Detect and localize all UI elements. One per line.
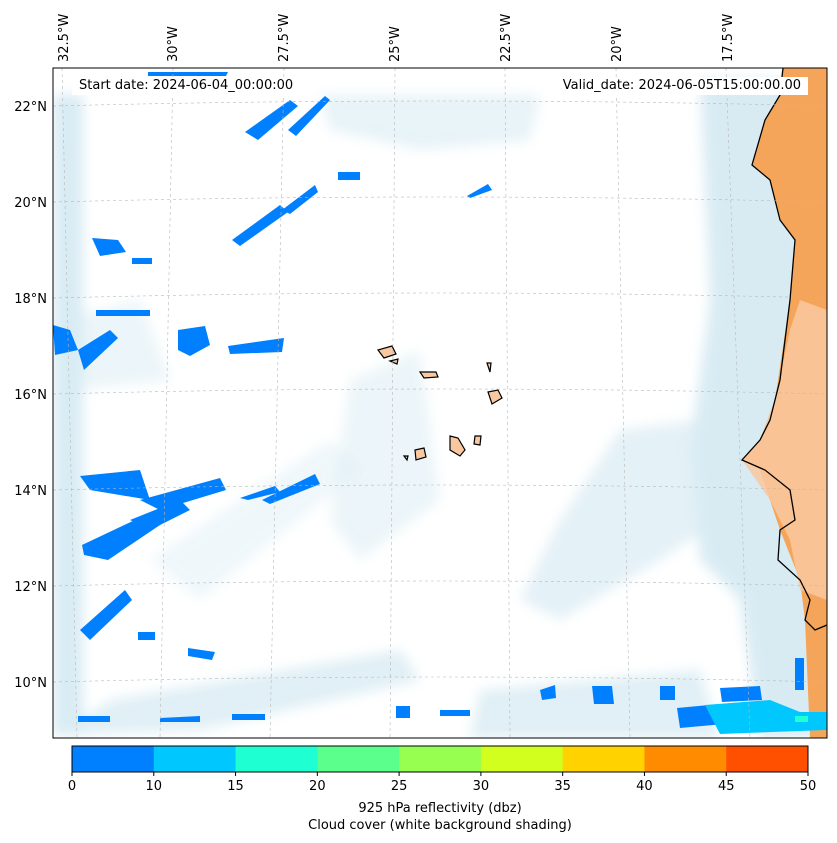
cape-verde-islands [376,345,503,462]
longitude-labels: 32.5°W 30°W 27.5°W 25°W 22.5°W 20°W 17.5… [57,14,736,62]
colorbar-ticks: 0 10 15 20 25 30 35 40 45 50 [68,772,816,794]
colorbar-sublabel: Cloud cover (white background shading) [308,818,572,833]
colorbar-swatch [235,746,318,772]
lon-tick-label: 20°W [610,26,625,62]
colorbar-swatch [153,746,237,772]
colorbar-swatch [644,746,727,772]
colorbar-swatch [72,746,155,772]
lon-tick-label: 22.5°W [499,14,514,62]
lon-tick-label: 27.5°W [277,14,292,62]
gridlines [53,68,827,738]
colorbar-swatch [399,746,482,772]
colorbar-tick-label: 25 [391,779,408,794]
colorbar-swatches [72,746,809,772]
colorbar-tick-label: 20 [309,779,326,794]
colorbar-tick-label: 15 [227,779,244,794]
lat-tick-label: 10°N [14,676,47,691]
lon-tick-label: 17.5°W [721,14,736,62]
colorbar: 0 10 15 20 25 30 35 40 45 50 [68,745,816,794]
reflectivity-patches [53,72,804,728]
colorbar-swatch [317,746,400,772]
colorbar-tick-label: 10 [146,779,163,794]
colorbar-tick-label: 0 [68,779,76,794]
lat-tick-label: 12°N [14,580,47,595]
lon-tick-label: 30°W [166,26,181,62]
start-date-label: Start date: 2024-06-04_00:00:00 [72,77,301,95]
valid-date-label: Valid_date: 2024-06-05T15:00:00.00 [555,77,808,95]
colorbar-tick-label: 45 [718,779,735,794]
colorbar-tick-label: 50 [800,779,817,794]
lat-tick-label: 14°N [14,484,47,499]
colorbar-frame [71,745,809,773]
colorbar-swatch [480,746,564,772]
lat-tick-label: 18°N [14,292,47,307]
coastal-land [742,300,827,600]
colorbar-label: 925 hPa reflectivity (dbz) [358,801,522,816]
colorbar-tick-label: 40 [636,779,653,794]
colorbar-swatch [726,746,809,772]
lat-tick-label: 22°N [14,100,47,115]
coastline [740,68,827,631]
colorbar-swatch [562,746,645,772]
colorbar-tick-label: 30 [473,779,490,794]
reflectivity-patch-high [795,716,808,722]
lat-tick-label: 16°N [14,388,47,403]
colorbar-tick-label: 35 [554,779,571,794]
lon-tick-label: 32.5°W [57,14,72,62]
lon-tick-label: 25°W [388,26,403,62]
map-frame [52,67,828,739]
latitude-labels: 22°N 20°N 18°N 16°N 14°N 12°N 10°N [14,100,47,691]
lat-tick-label: 20°N [14,196,47,211]
reflectivity-patches-mid [705,700,827,734]
